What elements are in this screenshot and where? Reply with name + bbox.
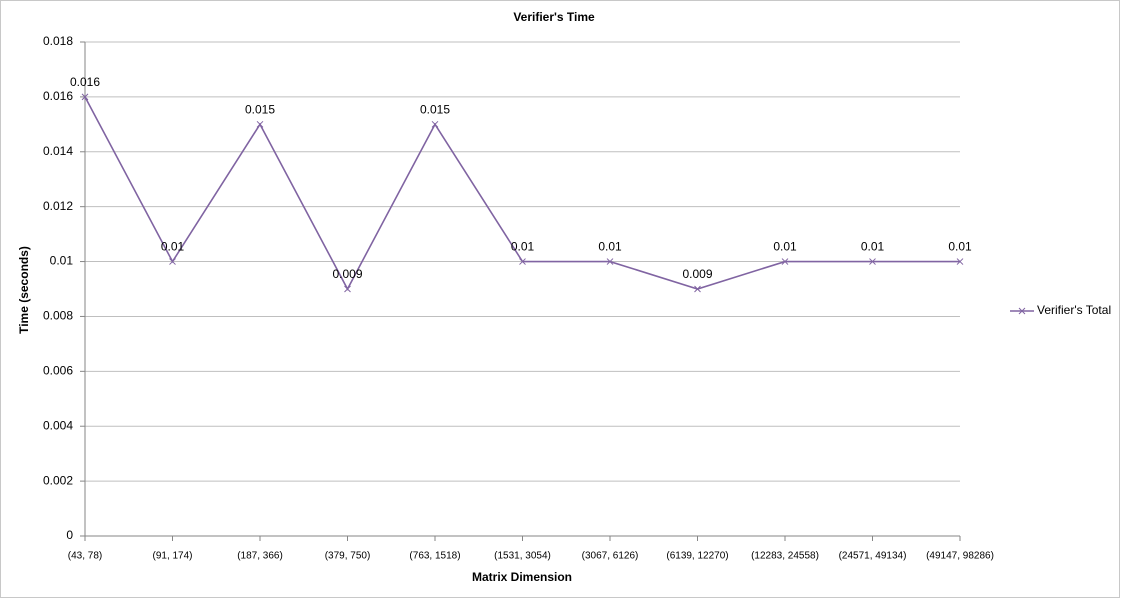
data-label: 0.01 (598, 240, 622, 254)
legend-marker (1018, 307, 1026, 315)
y-tick-label: 0.008 (43, 309, 73, 323)
data-label: 0.009 (682, 267, 712, 281)
data-label: 0.01 (861, 240, 885, 254)
legend-label: Verifier's Total (1037, 303, 1111, 317)
data-label: 0.01 (511, 240, 535, 254)
x-tick-label: (24571, 49134) (839, 551, 907, 562)
data-label: 0.01 (161, 240, 185, 254)
data-label: 0.015 (245, 103, 275, 117)
x-axis-label: Matrix Dimension (472, 570, 572, 584)
marker (606, 258, 614, 265)
y-axis-label: Time (seconds) (17, 246, 31, 334)
marker (869, 258, 876, 265)
marker (169, 258, 176, 265)
x-tick-label: (3067, 6126) (582, 551, 639, 562)
y-tick-label: 0.016 (43, 89, 73, 103)
marker (694, 285, 701, 293)
y-tick-label: 0 (66, 528, 73, 542)
chart-title: Verifier's Time (513, 10, 595, 24)
marker (344, 285, 351, 293)
x-tick-label: (12283, 24558) (751, 551, 819, 562)
y-tick-label: 0.002 (43, 473, 73, 487)
x-tick-label: (187, 366) (237, 551, 283, 562)
data-label: 0.009 (332, 267, 362, 281)
y-tick-label: 0.012 (43, 199, 73, 213)
marker (431, 120, 439, 128)
x-tick-label: (1531, 3054) (494, 551, 551, 562)
x-tick-label: (43, 78) (68, 551, 102, 562)
data-label: 0.01 (773, 240, 797, 254)
y-tick-label: 0.018 (43, 34, 73, 48)
marker (956, 258, 964, 265)
marker (781, 258, 789, 265)
x-tick-label: (379, 750) (325, 551, 371, 562)
x-tick-label: (49147, 98286) (926, 551, 994, 562)
data-label: 0.015 (420, 103, 450, 117)
marker (519, 258, 526, 265)
y-tick-label: 0.01 (50, 254, 74, 268)
y-tick-label: 0.004 (43, 418, 73, 432)
x-tick-label: (763, 1518) (409, 551, 460, 562)
y-tick-label: 0.006 (43, 364, 73, 378)
data-label: 0.01 (948, 240, 972, 254)
marker (81, 93, 89, 101)
y-tick-label: 0.014 (43, 144, 73, 158)
marker (256, 120, 264, 128)
x-tick-label: (6139, 12270) (666, 551, 728, 562)
data-label: 0.016 (70, 75, 100, 89)
x-tick-label: (91, 174) (152, 551, 192, 562)
